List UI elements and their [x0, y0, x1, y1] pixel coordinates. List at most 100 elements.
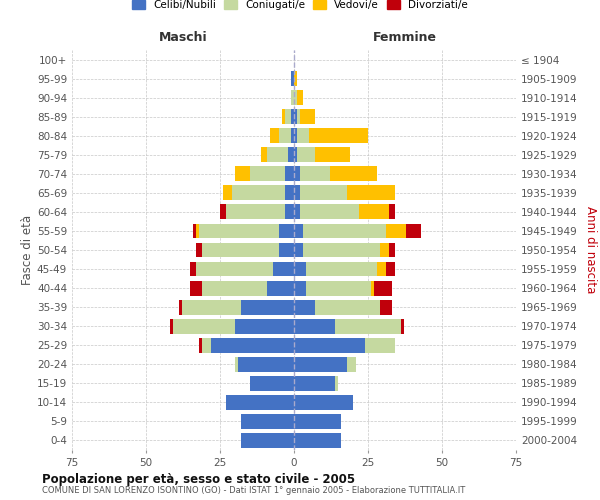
Bar	[401, 319, 404, 334]
Bar	[294, 433, 341, 448]
Text: Popolazione per età, sesso e stato civile - 2005: Popolazione per età, sesso e stato civil…	[42, 472, 355, 486]
Bar	[196, 242, 202, 258]
Bar	[389, 204, 395, 220]
Bar	[226, 395, 294, 410]
Bar	[294, 109, 297, 124]
Bar	[288, 148, 294, 162]
Bar	[297, 90, 303, 105]
Bar	[241, 300, 294, 314]
Bar	[306, 262, 377, 276]
Bar	[190, 262, 196, 276]
Legend: Celibi/Nubili, Coniugati/e, Vedovi/e, Divorziati/e: Celibi/Nubili, Coniugati/e, Vedovi/e, Di…	[132, 0, 468, 10]
Bar	[250, 376, 294, 391]
Bar	[294, 71, 297, 86]
Bar	[235, 319, 294, 334]
Bar	[291, 71, 294, 86]
Bar	[300, 109, 315, 124]
Bar	[282, 109, 285, 124]
Bar	[315, 148, 350, 162]
Bar	[279, 242, 294, 258]
Bar	[202, 280, 268, 295]
Bar	[309, 128, 368, 143]
Bar	[380, 242, 389, 258]
Bar	[386, 224, 406, 238]
Bar	[279, 128, 291, 143]
Bar	[303, 242, 380, 258]
Text: COMUNE DI SAN LORENZO ISONTINO (GO) - Dati ISTAT 1° gennaio 2005 - Elaborazione : COMUNE DI SAN LORENZO ISONTINO (GO) - Da…	[42, 486, 465, 495]
Bar	[196, 224, 199, 238]
Bar	[199, 224, 279, 238]
Bar	[273, 262, 294, 276]
Bar	[220, 204, 226, 220]
Bar	[300, 204, 359, 220]
Bar	[294, 166, 300, 181]
Bar	[291, 128, 294, 143]
Bar	[279, 224, 294, 238]
Bar	[285, 186, 294, 200]
Bar	[235, 357, 238, 372]
Bar	[380, 300, 392, 314]
Bar	[268, 280, 294, 295]
Bar	[303, 224, 386, 238]
Bar	[190, 280, 202, 295]
Bar	[250, 166, 285, 181]
Bar	[335, 319, 401, 334]
Bar	[294, 242, 303, 258]
Bar	[300, 186, 347, 200]
Bar	[291, 109, 294, 124]
Bar	[297, 148, 315, 162]
Bar	[300, 166, 329, 181]
Bar	[202, 242, 279, 258]
Bar	[335, 376, 338, 391]
Bar	[285, 166, 294, 181]
Bar	[294, 280, 306, 295]
Text: Femmine: Femmine	[373, 32, 437, 44]
Bar	[223, 186, 232, 200]
Bar	[406, 224, 421, 238]
Bar	[199, 338, 202, 352]
Bar	[173, 319, 235, 334]
Text: Maschi: Maschi	[158, 32, 208, 44]
Bar	[297, 109, 300, 124]
Bar	[294, 395, 353, 410]
Bar	[294, 357, 347, 372]
Bar	[211, 338, 294, 352]
Bar	[306, 280, 371, 295]
Bar	[179, 300, 182, 314]
Bar	[262, 148, 268, 162]
Bar	[285, 204, 294, 220]
Bar	[315, 300, 380, 314]
Bar	[294, 262, 306, 276]
Bar	[371, 280, 374, 295]
Bar	[238, 357, 294, 372]
Bar	[297, 128, 309, 143]
Bar	[294, 224, 303, 238]
Y-axis label: Fasce di età: Fasce di età	[21, 215, 34, 285]
Bar	[347, 357, 356, 372]
Bar	[182, 300, 241, 314]
Bar	[374, 280, 392, 295]
Bar	[291, 90, 294, 105]
Y-axis label: Anni di nascita: Anni di nascita	[584, 206, 597, 294]
Bar	[232, 186, 285, 200]
Bar	[329, 166, 377, 181]
Bar	[241, 414, 294, 429]
Bar	[268, 148, 288, 162]
Bar	[294, 376, 335, 391]
Bar	[347, 186, 395, 200]
Bar	[294, 300, 315, 314]
Bar	[359, 204, 389, 220]
Bar	[294, 414, 341, 429]
Bar	[389, 242, 395, 258]
Bar	[294, 319, 335, 334]
Bar	[377, 262, 386, 276]
Bar	[294, 338, 365, 352]
Bar	[241, 433, 294, 448]
Bar	[193, 224, 196, 238]
Bar	[170, 319, 173, 334]
Bar	[294, 186, 300, 200]
Bar	[365, 338, 395, 352]
Bar	[294, 90, 297, 105]
Bar	[294, 204, 300, 220]
Bar	[235, 166, 250, 181]
